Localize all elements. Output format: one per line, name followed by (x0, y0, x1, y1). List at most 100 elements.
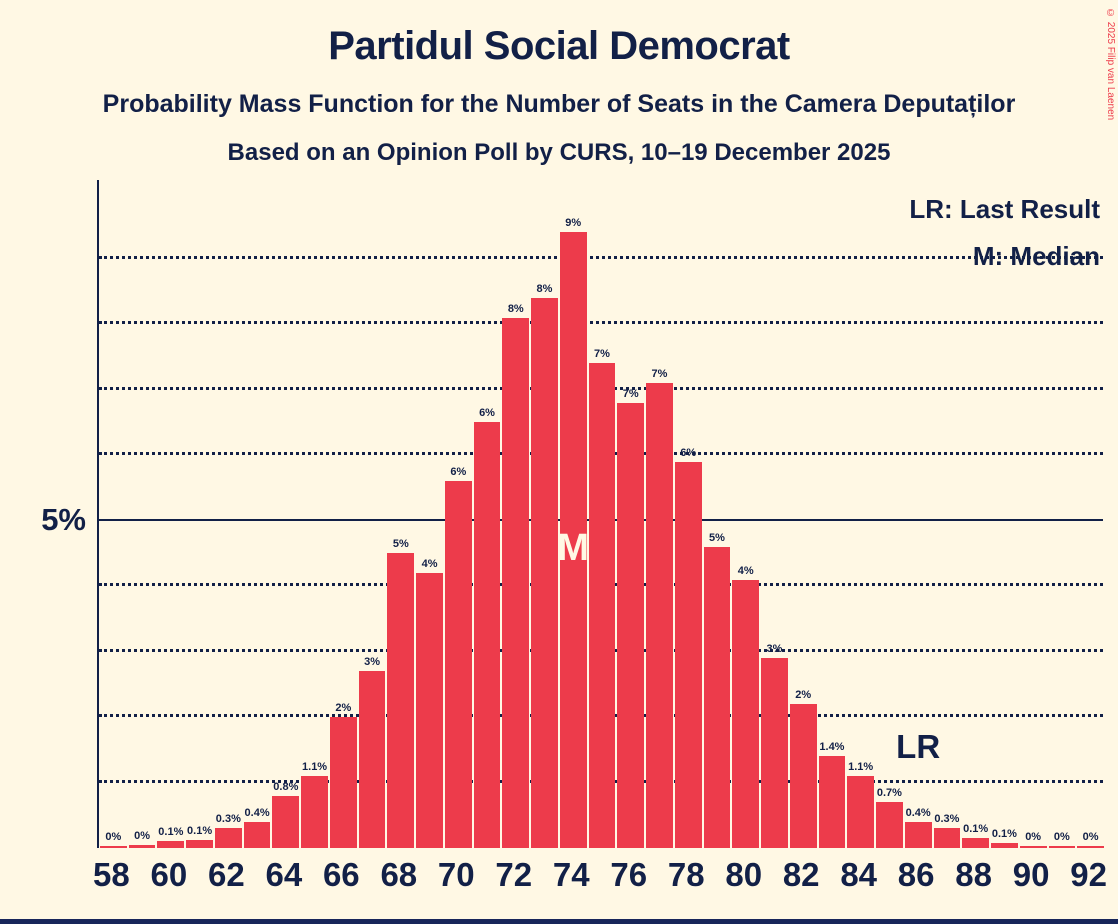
bar-value-label-seat-68: 5% (392, 538, 409, 551)
x-tick-72: 72 (495, 856, 533, 893)
bar-value-label-seat-76: 7% (622, 387, 639, 400)
median-marker: M (557, 527, 590, 569)
bar-seat-85 (876, 802, 903, 848)
x-tick-76: 76 (610, 856, 648, 893)
bar-seat-76 (617, 402, 645, 848)
bar-value-label-seat-82: 2% (795, 688, 812, 701)
bar-value-label-seat-66: 2% (335, 702, 352, 715)
bar-value-label-seat-67: 3% (364, 656, 380, 669)
bar-seat-64 (272, 795, 300, 848)
gridline-9-percent (99, 255, 1103, 259)
bar-value-label-seat-64: 0.8% (273, 780, 299, 793)
bar-value-label-seat-81: 3% (766, 643, 783, 656)
bar-value-label-seat-59: 0% (134, 830, 151, 843)
x-tick-74: 74 (552, 856, 590, 893)
bar-seat-75 (588, 363, 616, 848)
last-result-marker: LR (896, 728, 941, 765)
x-tick-66: 66 (322, 856, 360, 893)
bar-value-label-seat-60: 0.1% (158, 826, 184, 839)
bar-value-label-seat-87: 0.3% (934, 813, 960, 826)
chart-legend: LR: Last Result M: Median (909, 186, 1100, 280)
bar-seat-90 (1019, 846, 1047, 848)
bar-value-label-seat-75: 7% (594, 348, 610, 361)
x-tick-86: 86 (897, 856, 935, 893)
bar-value-label-seat-92: 0% (1082, 831, 1099, 843)
legend-last-result: LR: Last Result (909, 194, 1100, 224)
bar-value-label-seat-84: 1.1% (848, 760, 874, 773)
bar-seat-88 (962, 838, 990, 848)
bar-seat-77 (646, 383, 673, 848)
bar-seat-69 (416, 572, 443, 848)
x-tick-84: 84 (840, 856, 878, 893)
bar-seat-68 (387, 553, 415, 848)
x-tick-92: 92 (1070, 856, 1107, 893)
x-tick-80: 80 (725, 856, 763, 893)
bar-seat-61 (186, 840, 213, 848)
bar-seat-74 (559, 232, 587, 848)
bar-seat-71 (473, 422, 501, 848)
bar-value-label-seat-63: 0.4% (244, 806, 270, 819)
bar-seat-82 (789, 703, 817, 848)
bar-seat-89 (991, 842, 1018, 848)
legend-median: M: Median (972, 241, 1100, 271)
bar-value-label-seat-85: 0.7% (876, 787, 902, 800)
x-tick-88: 88 (955, 856, 993, 893)
bar-seat-63 (243, 821, 271, 848)
bar-value-label-seat-86: 0.4% (905, 806, 931, 819)
bar-seat-86 (904, 821, 932, 848)
bar-seat-81 (761, 658, 788, 848)
bar-seat-80 (732, 579, 760, 848)
bar-seat-66 (329, 717, 357, 848)
bar-value-label-seat-83: 1.4% (819, 741, 845, 754)
bar-value-label-seat-61: 0.1% (187, 825, 213, 838)
x-tick-58: 58 (93, 856, 130, 893)
bar-seat-87 (933, 828, 961, 848)
bar-seat-72 (502, 317, 530, 848)
x-tick-78: 78 (667, 856, 705, 893)
bar-value-label-seat-74: 9% (565, 217, 582, 230)
bar-seat-65 (301, 775, 328, 848)
x-tick-60: 60 (150, 856, 188, 893)
bar-seat-91 (1048, 846, 1076, 848)
x-tick-70: 70 (437, 856, 475, 893)
bar-seat-60 (157, 841, 185, 848)
bar-seat-92 (1077, 846, 1104, 848)
bar-value-label-seat-58: 0% (105, 831, 122, 843)
bar-seat-62 (214, 828, 242, 848)
bar-seat-78 (674, 461, 702, 848)
bar-seat-84 (847, 775, 875, 848)
bar-seat-58 (100, 846, 127, 848)
bar-seat-67 (358, 671, 386, 848)
bar-value-label-seat-89: 0.1% (991, 827, 1017, 840)
bar-value-label-seat-90: 0% (1025, 831, 1042, 843)
bar-seat-79 (703, 546, 731, 848)
bar-value-label-seat-91: 0% (1053, 831, 1070, 843)
bar-seat-83 (818, 756, 846, 848)
bar-value-label-seat-70: 6% (450, 466, 467, 479)
bar-value-label-seat-72: 8% (507, 302, 524, 315)
chart-poll-source: Based on an Opinion Poll by CURS, 10–19 … (227, 139, 891, 166)
bar-value-label-seat-65: 1.1% (302, 760, 328, 773)
bar-value-label-seat-78: 6% (680, 446, 697, 459)
bar-value-label-seat-80: 4% (737, 564, 754, 577)
bottom-accent-strip (0, 919, 1118, 924)
x-axis-seat-labels: 58 60 62 64 66 68 70 72 74 76 78 80 82 84 86 88 90 92 (93, 856, 1107, 904)
bar-value-label-seat-73: 8% (536, 282, 553, 295)
bar-seat-59 (128, 845, 156, 848)
bar-value-label-seat-69: 4% (421, 557, 438, 570)
copyright-notice: © 2025 Filip van Laenen (1105, 8, 1116, 121)
bar-value-label-seat-71: 6% (479, 407, 495, 420)
bar-seat-73 (531, 297, 558, 848)
pmf-bar-chart: 0% 0% 0.1% 0.1% 0.3% 0.4% 0.8% 1.1% 2% 3% 5% 4% 6% 6%… (97, 180, 1104, 848)
x-tick-64: 64 (265, 856, 303, 893)
bar-seat-70 (444, 481, 472, 848)
bar-value-label-seat-77: 7% (651, 368, 668, 381)
gridline-8-percent (99, 321, 1103, 325)
x-tick-62: 62 (207, 856, 245, 893)
chart-title: Partidul Social Democrat (328, 24, 790, 68)
bar-value-label-seat-88: 0.1% (963, 823, 989, 836)
x-tick-90: 90 (1012, 856, 1050, 893)
bar-value-label-seat-79: 5% (709, 531, 725, 544)
y-axis-5-percent-label: 5% (41, 502, 86, 537)
